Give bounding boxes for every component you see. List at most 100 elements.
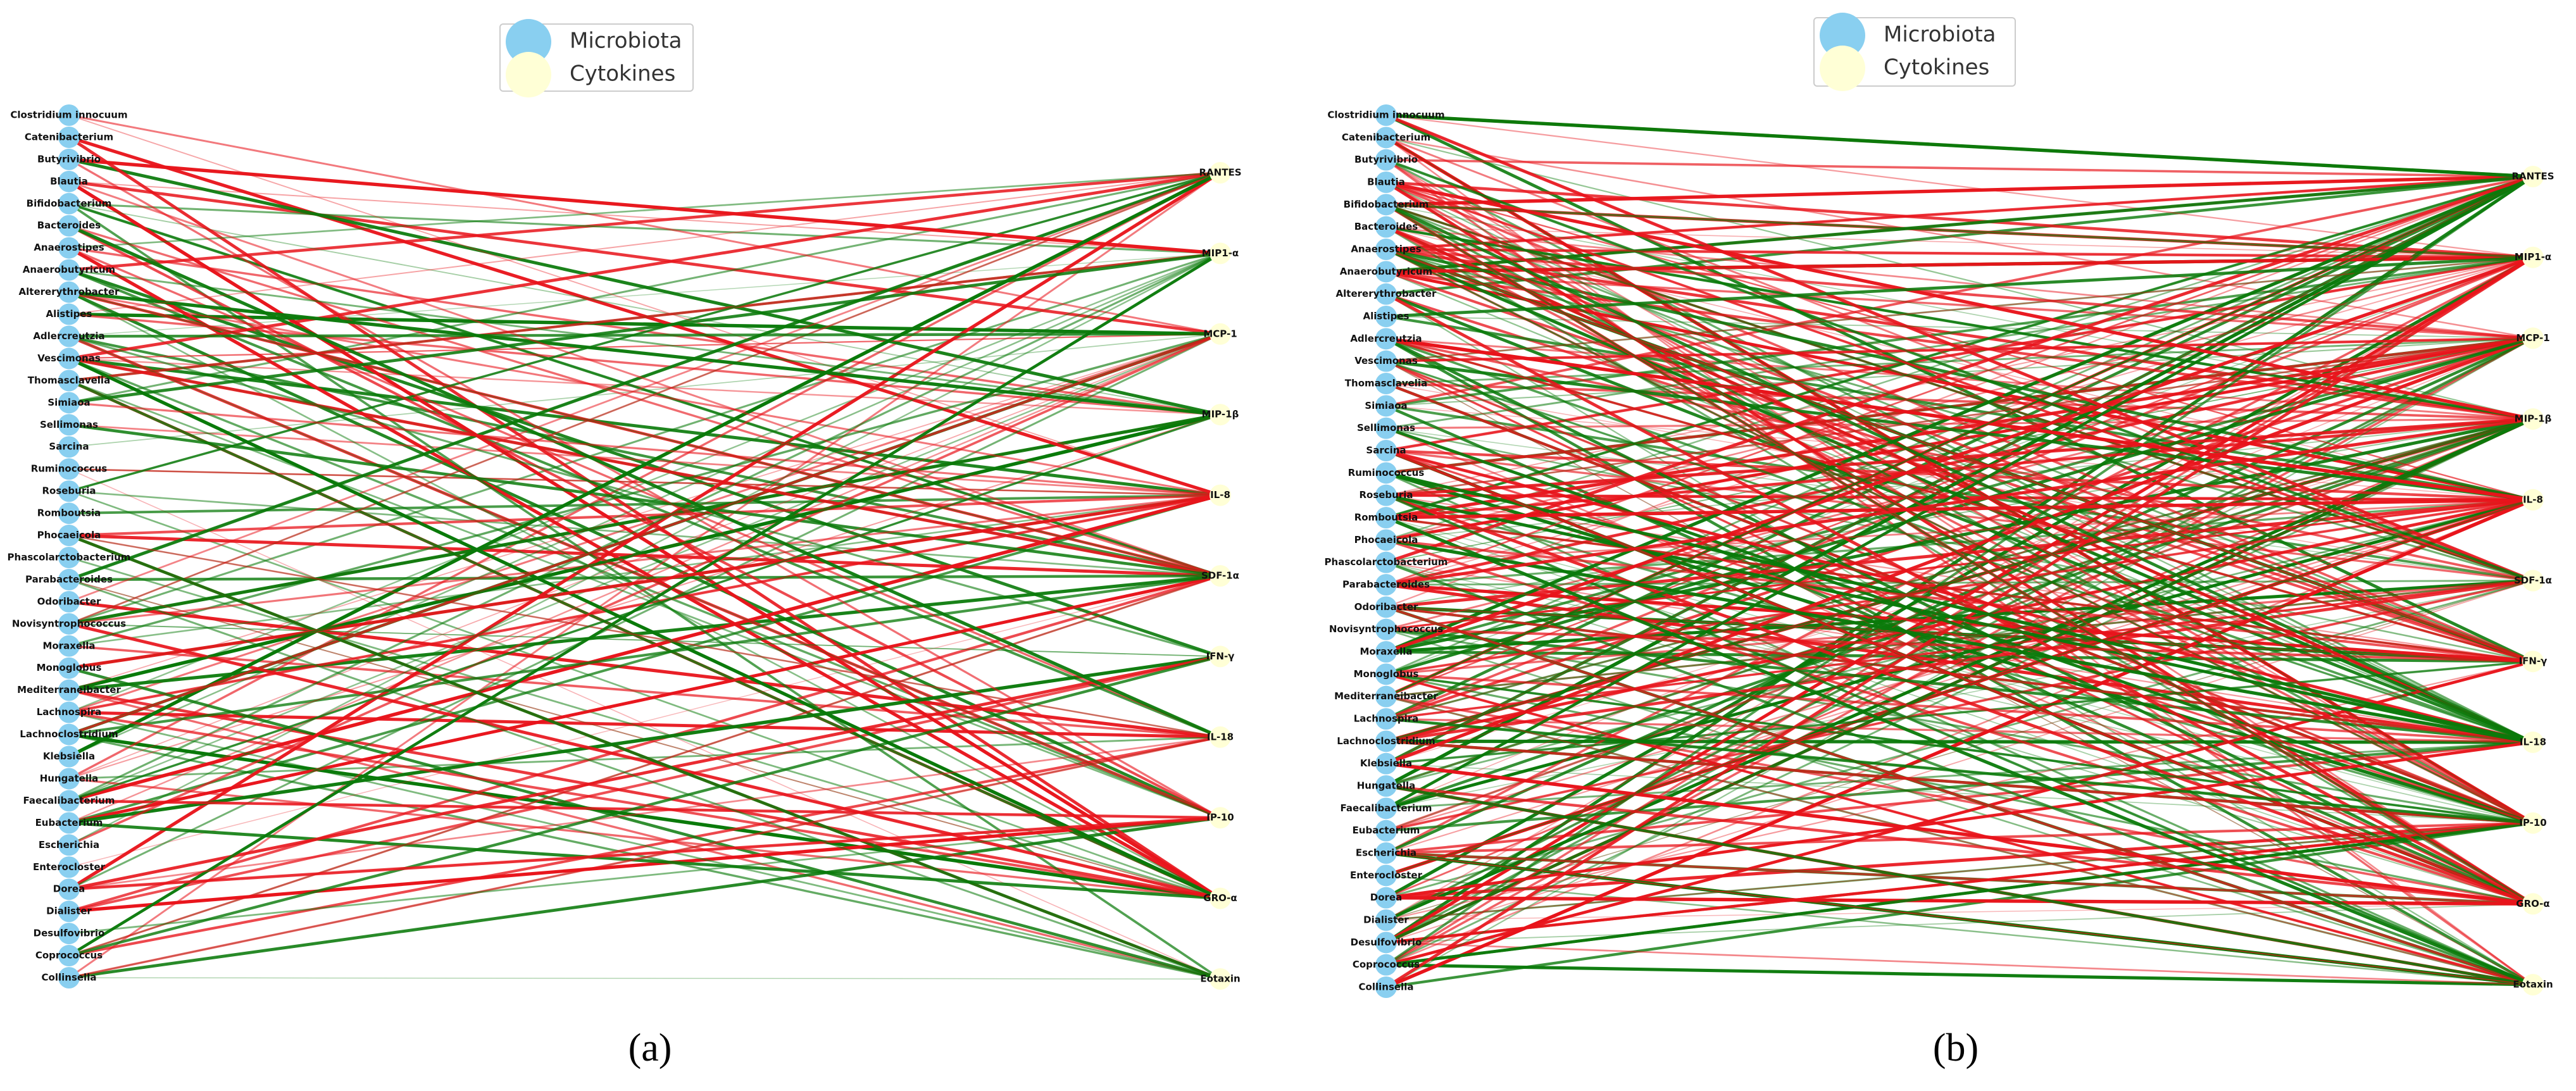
edge — [1385, 359, 2534, 502]
node-label: Klebsiella — [1360, 757, 1412, 769]
microbiota-node — [58, 568, 80, 590]
node-label: Klebsiella — [43, 751, 95, 762]
microbiota-node — [1375, 328, 1397, 350]
microbiota-node — [1375, 350, 1397, 372]
node-label: Catenibacterium — [25, 131, 113, 142]
edge — [68, 413, 1221, 692]
node-label: Faecalibacterium — [1341, 802, 1432, 814]
edge — [1385, 606, 2534, 986]
node-label: Adlercreutzia — [1350, 333, 1422, 344]
legend-swatch — [506, 52, 551, 97]
edge — [68, 799, 1221, 820]
microbiota-node — [58, 590, 80, 613]
cytokine-node — [1210, 645, 1231, 668]
edge — [1385, 337, 2534, 363]
edge — [68, 333, 1221, 359]
edge — [68, 533, 1221, 981]
microbiota-node — [58, 370, 80, 392]
node-label: RANTES — [1199, 167, 1242, 178]
edge — [1385, 337, 2534, 385]
edge — [1385, 247, 2534, 502]
edge — [1385, 661, 2534, 921]
microbiota-node — [58, 967, 80, 988]
edge — [68, 357, 1221, 578]
microbiota-node — [58, 148, 80, 170]
node-label: Coprococcus — [1353, 959, 1420, 970]
microbiota-node — [1375, 820, 1397, 842]
edge — [1385, 337, 2534, 502]
edge — [68, 172, 1221, 315]
microbiota-node — [1375, 932, 1397, 954]
edge — [1385, 337, 2534, 407]
node-label: Odoribacter — [37, 595, 101, 607]
cytokine-node — [2522, 651, 2544, 673]
edge — [1385, 941, 2534, 986]
edge — [1385, 449, 2534, 582]
edge — [1385, 337, 2534, 541]
edge — [68, 333, 1221, 448]
edge — [1385, 180, 2534, 421]
microbiota-node — [1375, 283, 1397, 305]
edge — [1385, 337, 2534, 420]
node-label: Novisyntrophococcus — [1329, 623, 1443, 635]
node-label: IL-8 — [2523, 494, 2543, 505]
edge — [68, 575, 1221, 868]
node-label: Dialister — [1363, 914, 1409, 926]
node-label: RANTES — [2512, 171, 2554, 182]
edge — [1385, 661, 2534, 764]
edge — [68, 171, 1221, 603]
edge — [68, 689, 1221, 900]
edge — [68, 333, 1221, 802]
edge — [68, 732, 1221, 901]
microbiota-node — [1375, 618, 1397, 640]
node-label: Anaerobutyricum — [1340, 266, 1432, 277]
edge — [1385, 256, 2534, 675]
edge — [1385, 181, 2534, 905]
microbiota-node — [58, 325, 80, 347]
edge — [68, 333, 1221, 647]
edge — [1385, 204, 2534, 420]
edge — [1385, 785, 2534, 985]
edge — [1385, 471, 2534, 744]
microbiota-node — [58, 745, 80, 768]
microbiota-node — [58, 436, 80, 458]
microbiota-node — [58, 635, 80, 657]
microbiota-node — [1375, 976, 1397, 998]
edge — [68, 171, 1221, 492]
microbiota-node — [58, 723, 80, 745]
edge — [68, 654, 1221, 891]
edge — [1385, 417, 2534, 497]
node-label: Eubacterium — [1353, 825, 1420, 836]
edge — [1385, 449, 2534, 825]
microbiota-node — [1375, 462, 1397, 484]
edge — [1385, 418, 2534, 430]
microbiota-node — [1375, 417, 1397, 439]
edge — [68, 180, 1221, 336]
microbiota-node — [58, 525, 80, 547]
edge — [1385, 113, 2534, 178]
edge — [1385, 417, 2534, 587]
edge — [68, 291, 1221, 577]
microbiota-node — [58, 347, 80, 370]
edge — [68, 357, 1222, 900]
edge — [1385, 494, 2534, 502]
node-label: Blautia — [1367, 177, 1405, 188]
edge — [68, 171, 1221, 249]
node-label: MIP-1β — [2515, 413, 2552, 425]
node-label: Simiaoa — [1365, 400, 1407, 411]
edge — [1385, 225, 2534, 421]
node-label: Phocaeicola — [37, 530, 101, 541]
edge — [1385, 579, 2534, 676]
node-label: Romboutsia — [1354, 512, 1418, 523]
cytokine-node — [1210, 242, 1231, 265]
edge — [1385, 580, 2534, 809]
node-label: Clostridium innocuum — [1327, 109, 1444, 121]
edge — [1385, 579, 2534, 720]
node-label: Clostridium innocuum — [10, 109, 127, 121]
microbiota-node — [58, 945, 80, 967]
edge — [1385, 256, 2534, 362]
edge — [1385, 517, 2534, 905]
edge — [1385, 158, 2534, 178]
microbiota-node — [58, 657, 80, 679]
edge — [1385, 256, 2534, 720]
